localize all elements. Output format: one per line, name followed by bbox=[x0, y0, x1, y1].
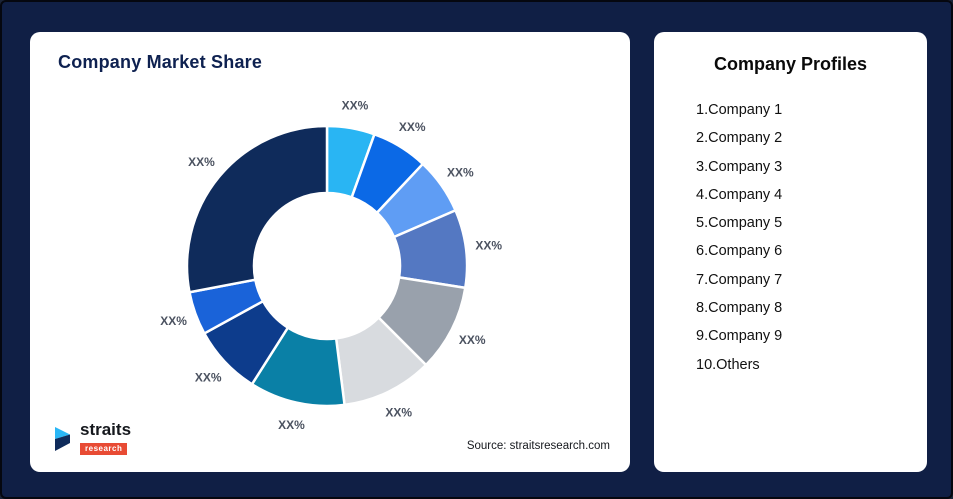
company-profiles-card: Company Profiles 1.Company 1 2.Company 2 3… bbox=[654, 32, 927, 472]
donut-segment-label-4: XX% bbox=[475, 239, 502, 253]
profile-list-item: 3.Company 3 bbox=[696, 158, 783, 175]
source-text: Source: straitsresearch.com bbox=[466, 440, 610, 452]
donut-segment-label-7: XX% bbox=[278, 418, 305, 432]
profile-list-item: 8.Company 8 bbox=[696, 300, 783, 317]
profile-list-item: 10.Others bbox=[696, 356, 760, 373]
straits-research-logo: straits research bbox=[54, 421, 131, 456]
logo-straits-text: straits bbox=[80, 420, 132, 439]
donut-segment-label-10: XX% bbox=[188, 155, 215, 169]
profile-list-item: 9.Company 9 bbox=[696, 328, 783, 345]
chart-title: Company Market Share bbox=[58, 52, 263, 72]
profile-list-item: 1.Company 1 bbox=[696, 102, 783, 118]
donut-segment-label-5: XX% bbox=[459, 333, 486, 347]
donut-segment-label-3: XX% bbox=[447, 165, 474, 179]
profile-list-item: 7.Company 7 bbox=[696, 271, 783, 288]
logo-research-text: research bbox=[80, 443, 128, 455]
profile-list-item: 2.Company 2 bbox=[696, 130, 783, 147]
profile-list-item: 4.Company 4 bbox=[696, 186, 783, 203]
donut-segment-label-2: XX% bbox=[399, 120, 426, 134]
donut-segment-label-8: XX% bbox=[195, 371, 222, 385]
straits-logo-icon bbox=[55, 426, 70, 451]
logo-text: straits research bbox=[80, 421, 131, 456]
company-profiles-list: 1.Company 1 2.Company 2 3.Company 3 4.Compa… bbox=[696, 96, 915, 379]
profile-list-item: 6.Company 6 bbox=[696, 243, 783, 260]
donut-segment-label-1: XX% bbox=[342, 98, 369, 112]
donut-segment-10 bbox=[185, 124, 329, 294]
profiles-title: Company Profiles bbox=[713, 54, 868, 74]
market-share-card: Company Market Share XX% XX% XX% XX% XX% XX% X… bbox=[30, 32, 630, 472]
profile-list-item: 5.Company 5 bbox=[696, 215, 783, 232]
donut-segment-label-6: XX% bbox=[385, 405, 412, 419]
donut-segment-label-9: XX% bbox=[160, 314, 187, 328]
donut-chart: XX% XX% XX% XX% XX% XX% XX% XX% XX% XX% bbox=[160, 98, 502, 432]
